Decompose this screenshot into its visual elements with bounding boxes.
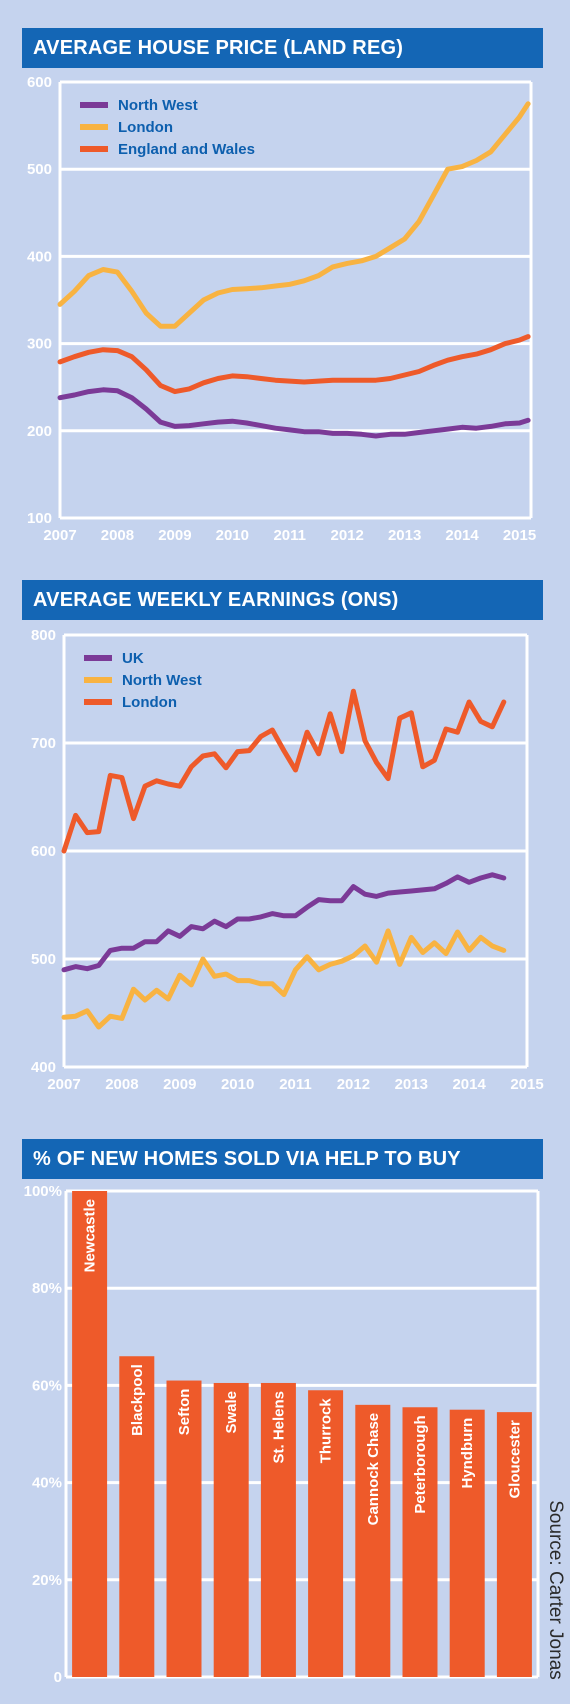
- x-tick-label: 2014: [452, 1076, 486, 1093]
- series-line-north-west: [57, 387, 531, 439]
- x-tick-label: 2015: [510, 1076, 543, 1093]
- bar: [260, 1382, 296, 1677]
- x-tick-label: 2012: [337, 1076, 370, 1093]
- y-tick-label: 60%: [32, 1377, 62, 1394]
- bar-label: Swale: [223, 1391, 240, 1434]
- bar: [308, 1390, 344, 1677]
- bar-label: Cannock Chase: [365, 1413, 382, 1526]
- y-tick-label: 80%: [32, 1280, 62, 1297]
- y-tick-label: 100: [27, 510, 52, 527]
- x-tick-label: 2010: [216, 527, 249, 544]
- x-tick-label: 2007: [47, 1076, 80, 1093]
- x-tick-label: 2011: [273, 527, 306, 544]
- y-tick-label: 400: [31, 1059, 56, 1076]
- x-tick-label: 2014: [445, 527, 479, 544]
- x-tick-label: 2012: [331, 527, 364, 544]
- series-line-london: [61, 688, 507, 854]
- bar: [355, 1404, 391, 1677]
- x-tick-label: 2009: [158, 527, 191, 544]
- series-line-england-and-wales: [57, 334, 531, 395]
- chart1-title: AVERAGE HOUSE PRICE (LAND REG): [22, 28, 543, 68]
- chart2-title: AVERAGE WEEKLY EARNINGS (ONS): [22, 580, 543, 620]
- y-tick-label: 800: [31, 627, 56, 644]
- x-tick-label: 2009: [163, 1076, 196, 1093]
- bar: [496, 1412, 532, 1677]
- bar-label: Thurrock: [318, 1398, 335, 1464]
- x-tick-label: 2010: [221, 1076, 254, 1093]
- series-line-north-west: [61, 928, 507, 1030]
- bar-label: Sefton: [176, 1389, 193, 1436]
- y-tick-label: 400: [27, 248, 52, 265]
- legend-label: UK: [122, 650, 144, 667]
- bar: [449, 1409, 485, 1677]
- x-tick-label: 2013: [388, 527, 421, 544]
- y-tick-label: 500: [27, 161, 52, 178]
- x-tick-label: 2013: [395, 1076, 428, 1093]
- y-tick-label: 100%: [24, 1183, 62, 1200]
- y-tick-label: 600: [31, 843, 56, 860]
- y-tick-label: 600: [27, 74, 52, 91]
- x-tick-label: 2008: [101, 527, 134, 544]
- bar-label: Newcastle: [82, 1199, 99, 1272]
- y-tick-label: 500: [31, 951, 56, 968]
- x-tick-label: 2008: [105, 1076, 138, 1093]
- bar: [402, 1407, 438, 1677]
- bar: [166, 1380, 202, 1677]
- legend-label: England and Wales: [118, 141, 255, 158]
- y-tick-label: 300: [27, 336, 52, 353]
- x-tick-label: 2015: [503, 527, 536, 544]
- bar-label: Blackpool: [129, 1364, 146, 1436]
- source-note: Source: Carter Jonas: [545, 1500, 566, 1680]
- legend-label: North West: [122, 672, 202, 689]
- house-price-chart: 100 200 300 400 500 600 2007 2008 2009 2010 2011 20…: [27, 74, 536, 544]
- weekly-earnings-chart: 400 500 600 700 800 2007 2008 2009 2010 2011 2012 2…: [31, 627, 544, 1093]
- series-line-uk: [61, 872, 507, 973]
- y-tick-label: 700: [31, 735, 56, 752]
- y-tick-label: 40%: [32, 1475, 62, 1492]
- bar-label: Hyndburn: [459, 1418, 476, 1489]
- y-tick-label: 20%: [32, 1572, 62, 1589]
- legend-label: North West: [118, 97, 198, 114]
- legend-label: London: [118, 119, 173, 136]
- x-tick-label: 2011: [279, 1076, 312, 1093]
- y-tick-label: 200: [27, 423, 52, 440]
- bar: [72, 1191, 108, 1677]
- series-line-london: [57, 101, 531, 329]
- bar: [213, 1382, 249, 1677]
- bar: [119, 1356, 155, 1677]
- legend-label: London: [122, 694, 177, 711]
- chart3-title: % OF NEW HOMES SOLD VIA HELP TO BUY: [22, 1139, 543, 1179]
- bar-label: St. Helens: [270, 1391, 287, 1464]
- bar-label: Peterborough: [412, 1415, 429, 1513]
- bar-label: Gloucester: [506, 1420, 523, 1499]
- x-tick-label: 2007: [43, 527, 76, 544]
- y-tick-label: 0: [54, 1669, 62, 1686]
